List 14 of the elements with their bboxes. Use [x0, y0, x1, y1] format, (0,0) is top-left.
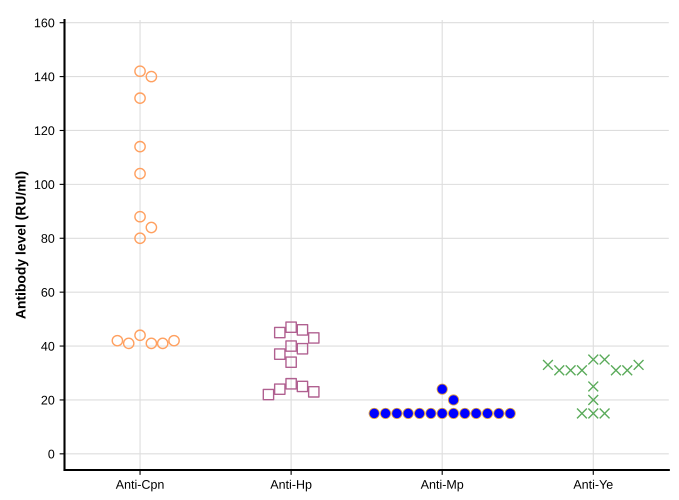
x-tick-label: Anti-Hp — [270, 480, 312, 492]
x-tick-label: Anti-Mp — [420, 480, 464, 492]
y-tick-label: 20 — [42, 396, 54, 405]
y-tick-label: 60 — [42, 288, 54, 297]
y-tick-label: 100 — [34, 180, 54, 190]
y-tick-label: 40 — [41, 342, 54, 351]
y-axis-title: Antibody level (RU/ml) — [15, 172, 28, 319]
y-tick-label: 80 — [41, 234, 54, 243]
x-tick-label: Anti-Cpn — [116, 480, 164, 492]
x-tick-label: Anti-Ye — [573, 480, 613, 489]
y-tick-label: 160 — [34, 18, 54, 28]
y-tick-label: 120 — [34, 126, 54, 136]
y-tick-label: 0 — [48, 450, 54, 458]
y-tick-label: 140 — [34, 72, 54, 82]
